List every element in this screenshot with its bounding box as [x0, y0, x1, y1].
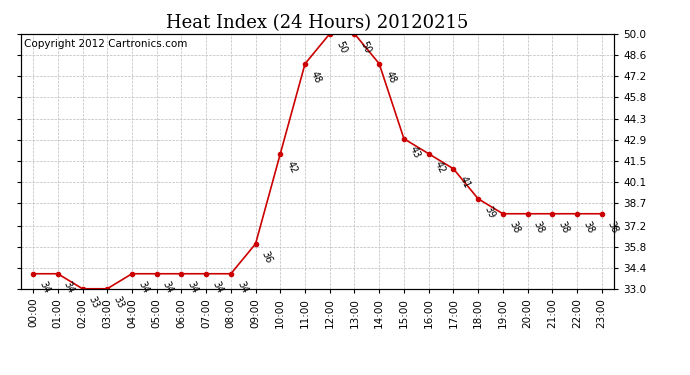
Text: 34: 34: [235, 280, 249, 295]
Text: 36: 36: [259, 250, 274, 265]
Text: 38: 38: [532, 220, 546, 235]
Text: 50: 50: [334, 40, 348, 55]
Title: Heat Index (24 Hours) 20120215: Heat Index (24 Hours) 20120215: [166, 14, 469, 32]
Text: 38: 38: [556, 220, 571, 235]
Text: Copyright 2012 Cartronics.com: Copyright 2012 Cartronics.com: [23, 39, 187, 49]
Text: 38: 38: [606, 220, 620, 235]
Text: 48: 48: [384, 70, 397, 85]
Text: 33: 33: [87, 295, 101, 310]
Text: 50: 50: [359, 40, 373, 55]
Text: 34: 34: [62, 280, 76, 295]
Text: 34: 34: [37, 280, 52, 295]
Text: 48: 48: [309, 70, 324, 85]
Text: 38: 38: [507, 220, 521, 235]
Text: 34: 34: [210, 280, 224, 295]
Text: 38: 38: [581, 220, 595, 235]
Text: 33: 33: [111, 295, 126, 310]
Text: 34: 34: [161, 280, 175, 295]
Text: 41: 41: [457, 175, 472, 190]
Text: 34: 34: [186, 280, 200, 295]
Text: 39: 39: [482, 205, 497, 220]
Text: 42: 42: [284, 160, 299, 175]
Text: 34: 34: [136, 280, 150, 295]
Text: 43: 43: [408, 145, 422, 160]
Text: 42: 42: [433, 160, 447, 175]
